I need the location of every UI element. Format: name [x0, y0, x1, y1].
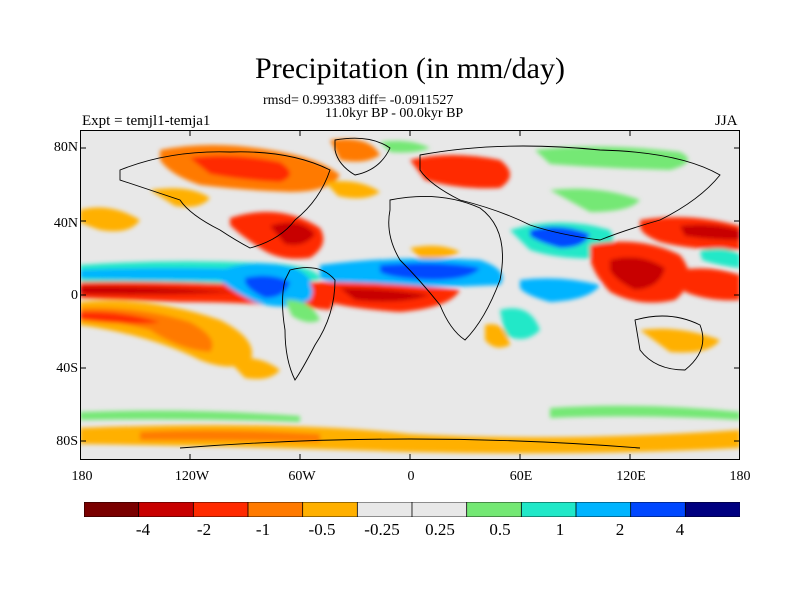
colorbar — [84, 502, 740, 517]
south-pacific-dry-patch — [230, 358, 280, 379]
colorbar-swatch-10 — [630, 502, 687, 517]
lat-label-80n: 80N — [53, 140, 78, 155]
madagascar-dry-patch — [485, 324, 510, 348]
lon-label-60w: 60W — [288, 469, 316, 484]
colorbar-swatch-0 — [84, 502, 140, 517]
colorbar-label-3: -0.5 — [308, 520, 336, 539]
lat-label-40s: 40S — [56, 361, 78, 376]
north-america-outline — [119, 151, 331, 249]
colorbar-swatch-11 — [684, 502, 740, 517]
gulf-dry-region — [230, 211, 324, 259]
canada-dry-core — [190, 155, 290, 182]
tropical-pacific-wet-patch — [700, 248, 740, 268]
lon-label-120w: 120W — [174, 469, 210, 484]
colorbar-label-6: 0.5 — [489, 520, 511, 539]
colorbar-swatch-1 — [138, 502, 195, 517]
greenland-outline — [334, 137, 391, 176]
west-pacific-dry-core — [680, 224, 740, 240]
anomaly-field — [80, 139, 740, 454]
lon-label-180w: 180 — [71, 469, 93, 484]
colorbar-label-2: -1 — [255, 520, 271, 539]
southern-ocean-wet-band — [80, 410, 300, 422]
atlantic-dry-core — [340, 288, 430, 302]
south-pacific-dry-core — [80, 311, 160, 324]
colorbar-swatch-9 — [575, 502, 632, 517]
southern-ocean-wet-band-east — [550, 405, 740, 420]
axis-ticks — [80, 130, 740, 460]
africa-outline — [388, 196, 503, 341]
central-pacific-dry — [680, 268, 740, 301]
antarctica-outline — [179, 438, 641, 449]
colorbar-swatch-5 — [356, 502, 413, 517]
season-label: JJA — [715, 113, 738, 129]
colorbar-swatch-3 — [247, 502, 304, 517]
lat-label-40n: 40N — [53, 216, 78, 231]
southern-ocean-dry-core — [140, 430, 320, 442]
stats-subtitle: rmsd= 0.993383 diff= -0.0911527 — [263, 93, 454, 108]
colorbar-label-1: -2 — [196, 520, 212, 539]
maritime-continent-dry-core — [610, 257, 665, 290]
colorbar-swatch-6 — [411, 502, 468, 517]
period-subtitle: 11.0kyr BP - 00.0kyr BP — [325, 106, 464, 121]
siberia-wet-band — [535, 146, 688, 170]
brazil-wet-patch — [285, 299, 320, 323]
australia-outline — [634, 315, 704, 371]
northern-europe-dry — [410, 155, 510, 189]
northeast-pacific-dry — [80, 207, 140, 232]
coastlines — [119, 137, 721, 449]
lat-label-0: 0 — [71, 288, 78, 303]
equatorial-pacific-dry-core — [80, 286, 240, 295]
colorbar-label-0: -4 — [135, 520, 151, 539]
lon-label-0: 0 — [407, 469, 415, 484]
madagascar-wet-patch — [500, 308, 540, 339]
lon-label-60e: 60E — [509, 469, 533, 484]
sahel-dry-patch — [410, 245, 460, 259]
colorbar-label-8: 2 — [615, 520, 625, 539]
greenland-dry-patch — [330, 139, 380, 162]
colorbar-label-7: 1 — [555, 520, 565, 539]
south-america-outline — [282, 267, 336, 381]
western-us-dry-patch — [150, 188, 210, 207]
africa-wet-core — [380, 263, 480, 280]
lon-label-180e: 180 — [729, 469, 751, 484]
colorbar-swatch-7 — [466, 502, 523, 517]
eurasia-outline — [419, 145, 721, 241]
lon-label-120e: 120E — [616, 469, 646, 484]
gulf-dry-core — [270, 222, 315, 245]
lat-label-80s: 80S — [56, 434, 78, 449]
australia-dry-patch — [640, 328, 720, 353]
north-atlantic-dry-patch — [325, 181, 380, 199]
precipitation-map — [80, 130, 740, 460]
colorbar-label-4: -0.25 — [364, 520, 400, 539]
colorbar-swatch-2 — [192, 502, 249, 517]
india-wet-core — [530, 226, 590, 248]
colorbar-label-9: 4 — [675, 520, 685, 539]
colorbar-label-5: 0.25 — [425, 520, 455, 539]
amazon-wet-core — [245, 275, 290, 298]
indian-ocean-wet-patch — [520, 278, 600, 302]
experiment-label: Expt = temjl1-temja1 — [82, 113, 211, 129]
arctic-wet-patch — [380, 140, 430, 153]
colorbar-swatch-8 — [520, 502, 577, 517]
map-title: Precipitation (in mm/day) — [255, 52, 565, 85]
central-asia-wet-patch — [550, 188, 640, 212]
colorbar-swatch-4 — [302, 502, 359, 517]
